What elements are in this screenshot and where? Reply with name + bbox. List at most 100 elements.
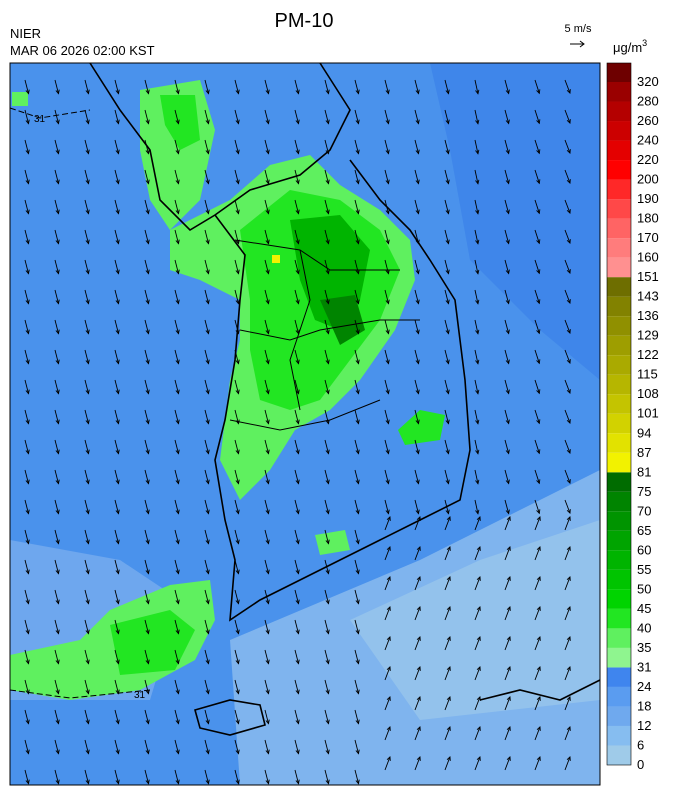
arrow-head [265, 749, 270, 755]
arrow-head [235, 389, 240, 395]
arrow-head [505, 389, 510, 395]
arrow-head [325, 779, 330, 785]
arrow-head [175, 569, 180, 575]
wind-arrow [24, 559, 30, 575]
arrow-head [205, 149, 210, 155]
wind-arrow [474, 229, 480, 245]
wind-arrow [504, 575, 511, 591]
wind-arrow [414, 665, 421, 681]
arrow-head [25, 779, 30, 785]
wind-arrow [534, 605, 541, 621]
arrow-head [145, 449, 150, 455]
arrow-shaft [84, 409, 89, 424]
wind-arrow [324, 679, 330, 695]
arrow-head [145, 479, 150, 485]
arrow-shaft [294, 619, 299, 634]
arrow-shaft [54, 379, 59, 394]
arrow-shaft [144, 769, 149, 784]
arrow-shaft [174, 109, 179, 124]
arrow-shaft [144, 589, 149, 604]
wind-arrow [54, 229, 60, 245]
wind-arrow [114, 379, 120, 395]
colorbar-label: 24 [637, 679, 651, 694]
arrow-head [175, 509, 180, 515]
wind-arrow [24, 289, 30, 305]
arrow-shaft [84, 589, 89, 604]
arrow-shaft [414, 576, 421, 591]
wind-arrow [84, 619, 90, 635]
arrow-head [115, 239, 120, 245]
colorbar-label: 45 [637, 601, 651, 616]
arrow-shaft [294, 529, 299, 544]
arrow-shaft [474, 289, 479, 304]
wind-arrow [324, 229, 330, 245]
wind-arrow [264, 139, 270, 155]
colorbar-swatch [607, 452, 631, 473]
arrow-head [355, 719, 360, 725]
arrow-head [25, 329, 30, 335]
arrow-head [85, 719, 90, 725]
arrow-head [475, 269, 480, 275]
wind-arrow [294, 709, 300, 725]
arrow-head [25, 299, 30, 305]
wind-arrow [174, 649, 180, 665]
arrow-shaft [84, 529, 89, 544]
arrow-shaft [324, 289, 329, 304]
arrow-shaft [204, 379, 209, 394]
arrow-head [55, 629, 60, 635]
arrow-shaft [324, 379, 329, 394]
arrow-head [295, 269, 300, 275]
wind-arrow [354, 169, 360, 185]
wind-arrow [414, 169, 420, 185]
arrow-head [175, 329, 180, 335]
wind-arrow [54, 259, 60, 275]
arrow-shaft [114, 319, 119, 334]
wind-arrow [204, 649, 210, 665]
arrow-shaft [354, 769, 359, 784]
arrow-head [566, 179, 571, 185]
wind-arrow [264, 349, 270, 365]
arrow-head [235, 629, 240, 635]
arrow-head [536, 209, 541, 215]
wind-arrow [84, 79, 90, 95]
arrow-shaft [24, 529, 29, 544]
arrow-head [235, 509, 240, 515]
colorbar-label: 35 [637, 640, 651, 655]
wind-arrow [534, 439, 541, 455]
wind-arrow [384, 229, 390, 245]
colorbar-label: 151 [637, 269, 659, 284]
arrow-head [175, 269, 180, 275]
arrow-shaft [324, 529, 329, 544]
wind-arrow [204, 439, 210, 455]
arrow-head [566, 149, 571, 155]
arrow-head [325, 539, 330, 545]
arrow-shaft [114, 79, 119, 94]
arrow-shaft [414, 666, 421, 681]
arrow-head [25, 629, 30, 635]
arrow-head [416, 755, 421, 761]
arrow-shaft [264, 439, 269, 454]
arrow-head [175, 179, 180, 185]
arrow-shaft [414, 409, 419, 424]
arrow-shaft [24, 79, 29, 94]
arrow-head [175, 629, 180, 635]
wind-arrow [294, 349, 300, 365]
arrow-shaft [144, 619, 149, 634]
wind-arrow [534, 515, 541, 531]
arrow-shaft [264, 379, 269, 394]
wind-arrow [324, 469, 330, 485]
wind-arrow [204, 769, 210, 785]
wind-arrow [354, 139, 360, 155]
arrow-shaft [504, 499, 510, 514]
wind-arrow [564, 439, 571, 455]
arrow-shaft [204, 619, 209, 634]
arrow-head [55, 419, 60, 425]
arrow-shaft [564, 199, 571, 214]
arrow-head [25, 209, 30, 215]
arrow-shaft [414, 469, 419, 484]
arrow-shaft [504, 109, 510, 124]
arrow-head [475, 419, 480, 425]
arrow-head [446, 755, 451, 761]
wind-arrow [234, 259, 240, 275]
wind-arrow [114, 559, 120, 575]
